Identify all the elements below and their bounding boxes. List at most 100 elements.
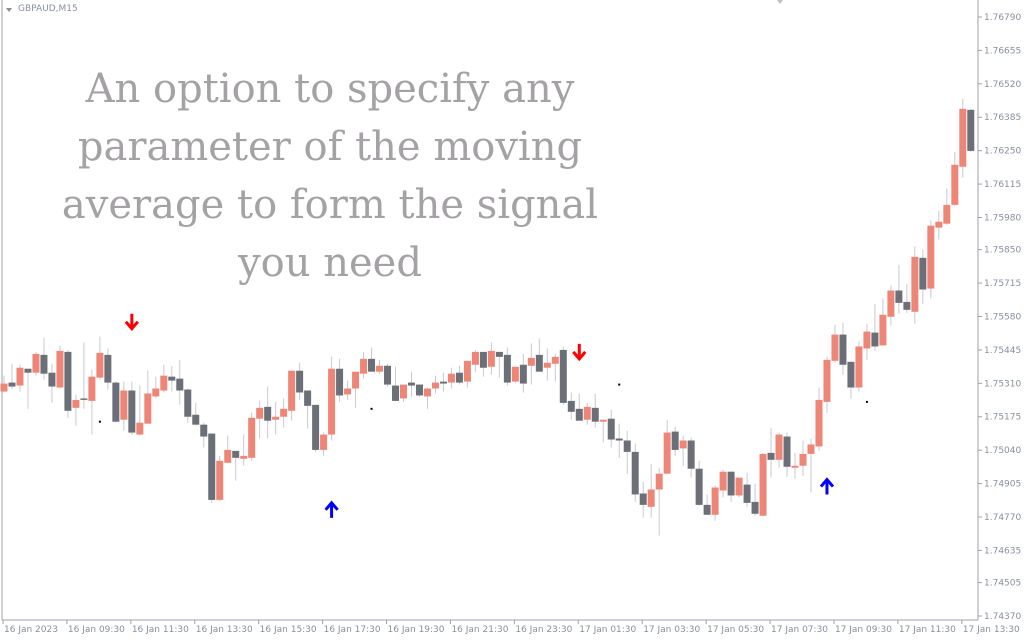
bull-candle-body: [935, 221, 943, 228]
candle: [232, 450, 240, 481]
candle: [112, 381, 120, 423]
bear-candle-body: [104, 354, 112, 383]
bull-candle-body: [344, 388, 352, 395]
candle: [543, 348, 551, 381]
candle: [272, 401, 280, 435]
buy-arrow-icon: [819, 477, 835, 495]
bull-candle-body: [647, 489, 655, 507]
indicator-dot: [618, 383, 621, 386]
bear-candle-body: [64, 351, 72, 411]
time-tick-label: 17 Jan 13:30: [963, 625, 1020, 635]
candle: [415, 384, 423, 397]
bear-candle-body: [687, 440, 695, 469]
indicator-dot: [370, 407, 373, 410]
candle: [288, 370, 296, 421]
bear-candle-body: [128, 390, 136, 433]
bear-candle-body: [208, 433, 216, 500]
bull-candle-body: [360, 358, 368, 374]
chart-shift-marker-icon: [777, 0, 783, 4]
time-tick-label: 16 Jan 23:30: [515, 625, 572, 635]
time-tick-label: 16 Jan 2023: [4, 625, 58, 635]
time-tick-label: 16 Jan 21:30: [451, 625, 508, 635]
candle: [751, 483, 759, 516]
bull-candle-body: [879, 314, 887, 346]
bear-candle-body: [767, 452, 775, 460]
bull-candle-body: [511, 366, 519, 382]
indicator-dot: [98, 420, 101, 423]
plot-area: [0, 0, 975, 620]
bear-candle-body: [623, 440, 631, 452]
candle: [360, 351, 368, 379]
candle: [703, 494, 711, 515]
bear-candle-body: [839, 334, 847, 365]
bear-candle-body: [407, 382, 415, 386]
bear-candle-body: [384, 365, 392, 385]
bull-candle-body: [799, 453, 807, 466]
candle: [128, 381, 136, 435]
price-tick-label: 1.75850: [984, 246, 1021, 256]
candle: [799, 440, 807, 476]
candle: [320, 432, 328, 456]
bull-candle-body: [887, 290, 895, 317]
bear-candle-body: [192, 414, 200, 425]
price-tick-label: 1.74505: [984, 579, 1021, 589]
bull-candle-body: [719, 471, 727, 491]
candle: [623, 430, 631, 474]
candle: [376, 359, 384, 374]
bear-candle-body: [455, 372, 463, 383]
symbol-dropdown-icon[interactable]: [6, 8, 12, 12]
bear-candle-body: [591, 407, 599, 422]
candle: [168, 365, 176, 392]
bear-candle-body: [639, 493, 647, 505]
bull-candle-body: [663, 432, 671, 474]
candle: [775, 432, 783, 468]
candle: [431, 375, 439, 394]
bull-candle-body: [791, 465, 799, 468]
candle: [120, 381, 128, 431]
bear-candle-body: [312, 404, 320, 450]
bull-candle-body: [927, 225, 935, 289]
candle: [943, 188, 951, 225]
bear-candle-body: [296, 370, 304, 393]
candle: [296, 362, 304, 400]
bull-candle-body: [88, 376, 96, 401]
sell-arrow-icon: [124, 313, 139, 332]
candle: [503, 347, 511, 386]
candle: [599, 419, 607, 443]
bull-candle-body: [152, 388, 160, 397]
bear-candle-body: [8, 382, 16, 387]
bull-candle-body: [224, 449, 232, 463]
candle: [951, 151, 959, 206]
price-axis: 1.76790 1.76655 1.76520 1.76385 1.76250 1.761…: [977, 0, 1021, 622]
candle: [479, 351, 487, 377]
bear-candle-body: [48, 372, 56, 387]
candle: [256, 400, 264, 439]
time-axis: 16 Jan 2023 16 Jan 09:30 16 Jan 11:30 16 Ja…: [2, 619, 1020, 635]
bull-candle-body: [823, 359, 831, 402]
bull-candle-body: [423, 388, 431, 397]
bear-candle-body: [80, 398, 88, 400]
bear-candle-body: [743, 484, 751, 503]
candle: [56, 345, 64, 389]
bear-candle-body: [919, 257, 927, 290]
candle: [783, 432, 791, 477]
time-tick-label: 17 Jan 07:30: [771, 625, 828, 635]
price-tick-label: 1.74770: [984, 513, 1021, 523]
candle: [160, 364, 168, 393]
candle: [647, 463, 655, 518]
bull-candle-body: [807, 444, 815, 454]
bull-candle-body: [487, 350, 495, 367]
bear-candle-body: [607, 418, 615, 440]
time-tick-label: 17 Jan 03:30: [643, 625, 700, 635]
candle: [863, 323, 871, 360]
candle: [8, 363, 16, 389]
candle: [447, 367, 455, 389]
bear-candle-body: [895, 290, 903, 303]
candle: [0, 375, 8, 393]
bull-candle-body: [527, 357, 535, 366]
price-tick-label: 1.76790: [984, 13, 1021, 23]
time-tick-label: 16 Jan 17:30: [324, 625, 381, 635]
bull-candle-body: [248, 417, 256, 458]
candle: [839, 322, 847, 375]
